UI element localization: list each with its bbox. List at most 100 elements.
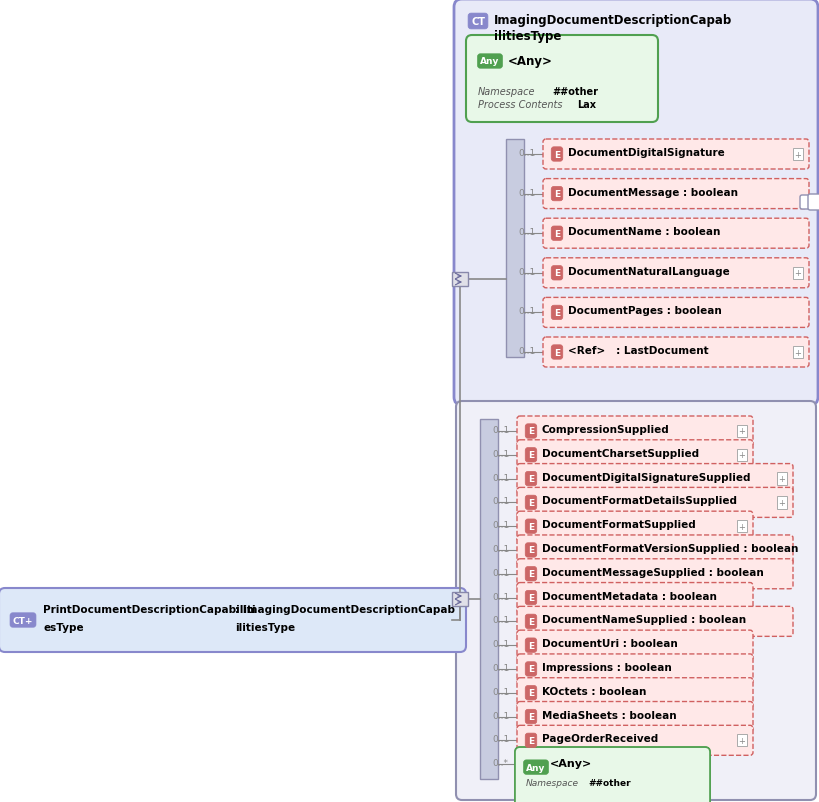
Text: CompressionSupplied: CompressionSupplied: [541, 424, 669, 435]
Text: E: E: [527, 712, 533, 721]
Bar: [451, 273, 468, 286]
Bar: [505, 140, 523, 358]
Text: 0..1: 0..1: [491, 545, 509, 553]
Text: E: E: [527, 593, 533, 602]
FancyBboxPatch shape: [0, 588, 465, 652]
Text: Namespace: Namespace: [477, 87, 535, 97]
FancyBboxPatch shape: [516, 678, 752, 708]
Text: E: E: [554, 309, 559, 318]
Text: DocumentDigitalSignature: DocumentDigitalSignature: [568, 148, 724, 158]
Text: CT: CT: [470, 17, 484, 27]
Text: E: E: [554, 269, 559, 278]
FancyBboxPatch shape: [542, 180, 808, 209]
FancyBboxPatch shape: [542, 338, 808, 367]
Text: DocumentMessageSupplied : boolean: DocumentMessageSupplied : boolean: [541, 567, 762, 577]
Text: Process Contents: Process Contents: [477, 100, 562, 110]
Text: Any: Any: [526, 763, 545, 772]
Text: 0..*: 0..*: [491, 758, 508, 768]
Text: ImagingDocumentDescriptionCapab: ImagingDocumentDescriptionCapab: [493, 14, 731, 27]
Text: 0..1: 0..1: [491, 663, 509, 672]
Text: +: +: [777, 475, 785, 484]
Text: DocumentNameSupplied : boolean: DocumentNameSupplied : boolean: [541, 614, 745, 625]
Text: 0..1: 0..1: [491, 568, 509, 577]
FancyBboxPatch shape: [542, 298, 808, 328]
Text: 0..1: 0..1: [518, 228, 535, 237]
Text: DocumentName : boolean: DocumentName : boolean: [568, 227, 720, 237]
Text: DocumentNaturalLanguage: DocumentNaturalLanguage: [568, 266, 729, 277]
Text: 0..1: 0..1: [491, 496, 509, 506]
FancyBboxPatch shape: [465, 36, 657, 123]
Text: 0..1: 0..1: [491, 473, 509, 482]
Text: E: E: [527, 522, 533, 531]
FancyBboxPatch shape: [542, 219, 808, 249]
Text: E: E: [527, 617, 533, 626]
Text: E: E: [554, 229, 559, 238]
Text: DocumentFormatDetailsSupplied: DocumentFormatDetailsSupplied: [541, 496, 736, 506]
FancyBboxPatch shape: [799, 196, 811, 210]
Text: 0..1: 0..1: [491, 687, 509, 696]
Text: <Any>: <Any>: [508, 55, 552, 68]
Text: 0..1: 0..1: [518, 149, 535, 158]
Text: ilitiesType: ilitiesType: [235, 622, 295, 632]
FancyBboxPatch shape: [542, 258, 808, 289]
FancyBboxPatch shape: [514, 747, 709, 802]
Text: Any: Any: [480, 58, 499, 67]
Text: PageOrderReceived: PageOrderReceived: [541, 733, 658, 743]
Text: Impressions : boolean: Impressions : boolean: [541, 662, 671, 672]
FancyBboxPatch shape: [455, 402, 815, 800]
Bar: [451, 592, 468, 606]
Text: E: E: [527, 641, 533, 650]
Text: ##other: ##other: [587, 778, 630, 787]
Text: MediaSheets : boolean: MediaSheets : boolean: [541, 710, 676, 719]
Text: E: E: [527, 498, 533, 507]
Text: Namespace: Namespace: [525, 778, 578, 787]
Text: 0..1: 0..1: [518, 346, 535, 355]
Text: CT+: CT+: [13, 616, 34, 625]
FancyBboxPatch shape: [516, 440, 752, 470]
FancyBboxPatch shape: [807, 195, 819, 211]
Text: E: E: [554, 348, 559, 357]
FancyBboxPatch shape: [516, 583, 752, 613]
FancyBboxPatch shape: [516, 606, 792, 637]
Text: KOctets : boolean: KOctets : boolean: [541, 686, 645, 696]
Text: <Any>: <Any>: [550, 758, 591, 768]
Text: 0..1: 0..1: [491, 592, 509, 601]
Text: +: +: [738, 522, 744, 531]
Text: +: +: [794, 269, 800, 278]
FancyBboxPatch shape: [516, 488, 792, 518]
Text: E: E: [554, 150, 559, 160]
Text: 0..1: 0..1: [491, 426, 509, 435]
Text: 0..1: 0..1: [518, 267, 535, 277]
Text: 0..1: 0..1: [518, 307, 535, 316]
Text: Lax: Lax: [577, 100, 595, 110]
Text: DocumentMessage : boolean: DocumentMessage : boolean: [568, 188, 737, 197]
Text: DocumentFormatVersionSupplied : boolean: DocumentFormatVersionSupplied : boolean: [541, 543, 798, 553]
FancyBboxPatch shape: [516, 416, 752, 447]
Text: : ImagingDocumentDescriptionCapab: : ImagingDocumentDescriptionCapab: [235, 604, 455, 614]
Text: ilitiesType: ilitiesType: [493, 30, 561, 43]
Text: DocumentDigitalSignatureSupplied: DocumentDigitalSignatureSupplied: [541, 472, 749, 482]
Text: 0..1: 0..1: [491, 639, 509, 648]
Text: E: E: [527, 736, 533, 745]
Text: DocumentUri : boolean: DocumentUri : boolean: [541, 638, 677, 648]
Text: <Ref>   : LastDocument: <Ref> : LastDocument: [568, 346, 708, 355]
FancyBboxPatch shape: [542, 140, 808, 170]
Text: +: +: [738, 451, 744, 460]
FancyBboxPatch shape: [516, 512, 752, 541]
Text: 0..1: 0..1: [491, 449, 509, 458]
Text: DocumentCharsetSupplied: DocumentCharsetSupplied: [541, 448, 699, 458]
FancyBboxPatch shape: [516, 559, 792, 589]
Text: +: +: [794, 150, 800, 160]
Text: E: E: [527, 665, 533, 674]
Text: E: E: [527, 451, 533, 460]
FancyBboxPatch shape: [516, 464, 792, 494]
Text: ##other: ##other: [551, 87, 597, 97]
FancyBboxPatch shape: [454, 0, 817, 406]
Text: +: +: [794, 348, 800, 357]
Text: PrintDocumentDescriptionCapabiliti: PrintDocumentDescriptionCapabiliti: [43, 604, 256, 614]
Text: E: E: [527, 475, 533, 484]
Text: E: E: [527, 569, 533, 578]
Text: 0..1: 0..1: [491, 520, 509, 529]
FancyBboxPatch shape: [516, 630, 752, 660]
FancyBboxPatch shape: [516, 725, 752, 755]
